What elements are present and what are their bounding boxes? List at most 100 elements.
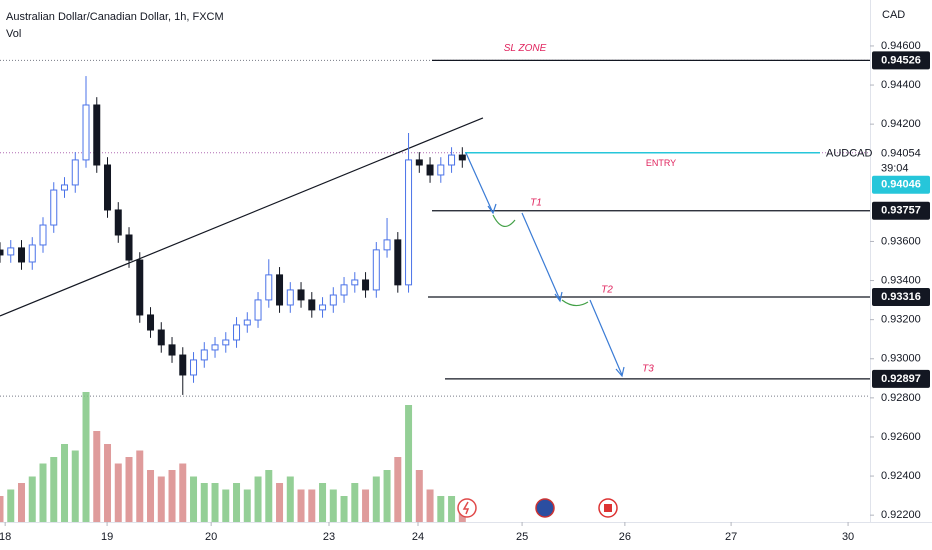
volume-bar [265, 470, 273, 522]
x-tick-label: 26 [619, 531, 631, 543]
y-tick-label: 0.93400 [881, 274, 921, 286]
volume-bar [319, 483, 327, 522]
x-tick-label: 23 [323, 531, 335, 543]
volume-bar [340, 496, 348, 522]
volume-bar [394, 457, 402, 522]
volume-bar [243, 489, 251, 522]
y-tick-label: 0.93000 [881, 353, 921, 365]
x-tick-label: 18 [0, 531, 11, 543]
candle-body [114, 209, 122, 236]
candle-body [39, 224, 47, 246]
volume-bar [0, 496, 4, 522]
volume-bar [405, 405, 413, 522]
candle-body [233, 324, 241, 341]
volume-bar [372, 476, 380, 522]
curve [561, 299, 589, 307]
volume-bar [297, 489, 305, 522]
candle-body [243, 319, 251, 326]
candle-body [362, 279, 370, 291]
volume-bar [125, 457, 133, 522]
arrow-head [615, 366, 625, 378]
countdown: 39:04 [881, 163, 909, 175]
candle-body [157, 329, 165, 346]
level-label: T2 [601, 285, 613, 296]
y-tick-label: 0.94400 [881, 79, 921, 91]
volume-bar [426, 489, 434, 522]
volume-bar [71, 450, 79, 522]
candle-body [211, 344, 219, 351]
candle-body [61, 184, 69, 191]
level-label: T3 [642, 364, 654, 375]
candle-body [190, 359, 198, 376]
candle-body [405, 159, 413, 286]
volume-bar [39, 463, 47, 522]
volume-bar [200, 483, 208, 522]
volume-bar [351, 483, 359, 522]
event-icon [535, 498, 555, 518]
volume-bar [286, 476, 294, 522]
candle-body [329, 294, 337, 306]
x-tick-label: 27 [725, 531, 737, 543]
candle-body [71, 159, 79, 186]
candle-body [136, 259, 144, 316]
volume-bar [168, 470, 176, 522]
pullback-curves [492, 214, 589, 307]
y-tick-label: 0.93200 [881, 314, 921, 326]
event-icon-glyph [604, 504, 612, 512]
volume-bar [448, 496, 456, 522]
volume-bar [437, 496, 445, 522]
candle-body [426, 164, 434, 176]
candle-body [458, 154, 466, 161]
volume-bar [18, 483, 26, 522]
candle-body [254, 299, 262, 321]
y-tick-label: 0.94600 [881, 40, 921, 52]
price-tag [872, 51, 930, 70]
volume-label: Vol [6, 28, 21, 40]
y-tick-label: 0.92400 [881, 470, 921, 482]
y-tick-label: 0.92600 [881, 431, 921, 443]
volume-bar [157, 476, 165, 522]
arrow [521, 212, 561, 301]
candle-body [340, 284, 348, 296]
x-tick-label: 24 [412, 531, 424, 543]
level-label: SL ZONE [504, 43, 547, 54]
entry-label: ENTRY [646, 158, 676, 168]
volume-bar [362, 489, 370, 522]
price-tag-label: 0.94526 [881, 54, 921, 66]
volume-bar [276, 483, 284, 522]
volume-bar [104, 444, 112, 522]
price-tag-label: 0.92897 [881, 373, 921, 385]
candle-body [265, 274, 273, 301]
candle-body [179, 354, 187, 376]
candle-body [394, 239, 402, 286]
candle-body [437, 164, 445, 176]
price-tag [872, 369, 930, 388]
curve [492, 214, 516, 227]
candle-body [351, 279, 359, 286]
candle-body [28, 244, 36, 263]
last-price-label: 0.94046 [881, 179, 921, 191]
trend-line [0, 117, 484, 317]
volume-bar [61, 444, 69, 522]
candle-body [222, 339, 230, 346]
price-tag-label: 0.93757 [881, 205, 921, 217]
candle-body [372, 249, 380, 291]
event-icons [457, 498, 618, 518]
volume-bar [7, 489, 15, 522]
volume-bar [211, 483, 219, 522]
candle-body [147, 314, 155, 331]
candle-body [168, 344, 176, 356]
arrow [589, 299, 623, 376]
volume-bar [254, 476, 262, 522]
candle-body [448, 154, 456, 166]
candle-body [308, 299, 316, 311]
symbol-label: AUDCAD [826, 148, 873, 160]
price-tag-label: 0.93316 [881, 291, 921, 303]
y-tick-label: 0.94200 [881, 118, 921, 130]
entry-price-label: 0.94054 [881, 148, 921, 160]
candle-body [18, 247, 26, 263]
volume-bar [50, 457, 58, 522]
volume-bar [222, 489, 230, 522]
